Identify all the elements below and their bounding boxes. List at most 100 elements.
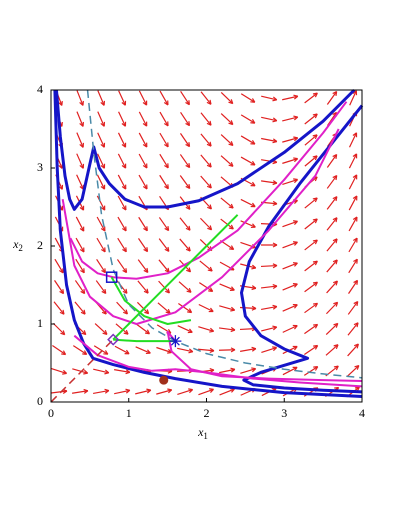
field-arrow bbox=[160, 112, 168, 126]
trajectory bbox=[113, 215, 237, 340]
field-arrow bbox=[201, 176, 212, 188]
field-arrow bbox=[326, 323, 338, 334]
field-arrow bbox=[201, 92, 211, 105]
field-arrow bbox=[241, 136, 255, 144]
field-arrow bbox=[139, 217, 148, 231]
field-arrow bbox=[305, 93, 318, 103]
field-arrow bbox=[348, 323, 358, 335]
field-arrow bbox=[55, 280, 64, 293]
field-arrow bbox=[349, 280, 358, 293]
field-arrow bbox=[305, 114, 317, 124]
y-tick-label: 0 bbox=[37, 394, 43, 408]
field-arrow bbox=[327, 218, 337, 231]
field-arrow bbox=[138, 260, 148, 273]
field-arrow bbox=[75, 302, 85, 314]
field-arrow bbox=[326, 345, 338, 356]
field-arrow bbox=[327, 281, 338, 293]
x-tick-label: 4 bbox=[359, 406, 365, 420]
field-arrow bbox=[117, 259, 126, 272]
x-axis-label: x1 bbox=[197, 425, 208, 441]
field-arrow bbox=[221, 92, 233, 103]
field-arrow bbox=[219, 350, 235, 351]
field-arrow bbox=[200, 218, 211, 230]
field-arrow bbox=[138, 238, 147, 251]
x-tick-label: 0 bbox=[48, 406, 54, 420]
field-arrow bbox=[304, 346, 317, 355]
vector-field bbox=[51, 91, 359, 397]
trajectory bbox=[241, 106, 362, 392]
field-arrow bbox=[304, 367, 317, 376]
field-arrow bbox=[97, 238, 105, 252]
field-arrow bbox=[200, 261, 212, 271]
y-axis-label: x2 bbox=[12, 237, 23, 253]
field-arrow bbox=[304, 324, 317, 333]
field-arrow bbox=[221, 135, 233, 146]
field-arrow bbox=[55, 259, 63, 273]
field-arrow bbox=[158, 303, 170, 313]
trajectory bbox=[70, 102, 346, 279]
field-arrow bbox=[305, 282, 318, 292]
point-circle bbox=[159, 376, 168, 385]
field-arrow bbox=[349, 259, 358, 273]
field-arrow bbox=[221, 114, 233, 125]
field-arrow bbox=[138, 281, 148, 293]
field-arrow bbox=[53, 323, 64, 334]
x-tick-label: 1 bbox=[126, 406, 132, 420]
field-arrow bbox=[327, 197, 337, 210]
field-arrow bbox=[181, 112, 190, 125]
field-arrow bbox=[159, 260, 169, 272]
field-arrow bbox=[137, 324, 150, 334]
field-arrow bbox=[52, 345, 65, 354]
field-arrow bbox=[241, 115, 255, 123]
x-label-sub: 1 bbox=[203, 431, 208, 441]
trajectory bbox=[88, 90, 362, 378]
field-arrow bbox=[326, 302, 337, 313]
field-arrow bbox=[180, 176, 189, 189]
field-arrow bbox=[348, 302, 357, 315]
field-arrow bbox=[305, 261, 318, 271]
field-arrow bbox=[305, 303, 318, 312]
trajectory bbox=[74, 336, 362, 387]
field-arrow bbox=[305, 198, 317, 208]
field-arrow bbox=[180, 218, 190, 230]
field-arrow bbox=[179, 282, 191, 293]
y-tick-label: 4 bbox=[37, 82, 43, 96]
field-arrow bbox=[305, 240, 318, 250]
field-arrow bbox=[180, 239, 190, 251]
field-arrow bbox=[201, 134, 211, 146]
field-arrow bbox=[349, 238, 357, 252]
field-arrow bbox=[221, 198, 233, 208]
y-tick-label: 2 bbox=[37, 238, 43, 252]
field-arrow bbox=[327, 91, 336, 104]
field-arrow bbox=[97, 259, 106, 272]
field-arrow bbox=[181, 91, 190, 104]
field-arrow bbox=[159, 239, 169, 252]
y-tick-label: 3 bbox=[37, 160, 43, 174]
field-arrow bbox=[305, 219, 318, 229]
x-tick-label: 2 bbox=[204, 406, 210, 420]
field-arrow bbox=[160, 133, 168, 147]
field-arrow bbox=[347, 366, 359, 377]
field-arrow bbox=[160, 175, 169, 188]
field-arrow bbox=[180, 133, 189, 146]
field-arrow bbox=[118, 238, 127, 252]
y-tick-label: 1 bbox=[37, 316, 43, 330]
field-arrow bbox=[160, 154, 168, 168]
trajectory bbox=[113, 340, 175, 342]
field-arrow bbox=[118, 217, 126, 231]
field-arrow bbox=[241, 94, 255, 102]
field-arrow bbox=[221, 156, 233, 167]
x-tick-label: 3 bbox=[281, 406, 287, 420]
field-arrow bbox=[327, 260, 337, 272]
field-arrow bbox=[201, 155, 211, 167]
field-arrow bbox=[96, 281, 105, 294]
field-arrow bbox=[117, 302, 128, 314]
field-arrow bbox=[54, 302, 64, 315]
field-arrow bbox=[327, 154, 336, 167]
field-arrow bbox=[201, 113, 211, 125]
field-arrow bbox=[95, 324, 107, 335]
field-arrow bbox=[327, 239, 337, 251]
field-arrow bbox=[180, 154, 189, 167]
y-label-sub: 2 bbox=[18, 243, 23, 253]
